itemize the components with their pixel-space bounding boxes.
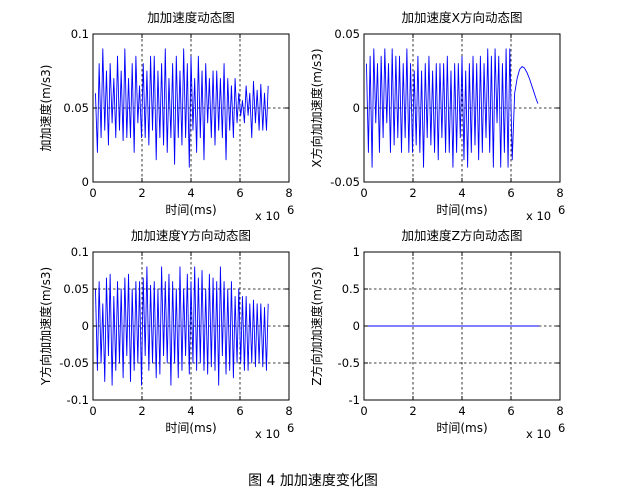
y-tick-label: -0.1: [67, 393, 89, 407]
x-tick-label: 6: [507, 186, 514, 200]
x-tick-label: 6: [507, 404, 514, 418]
y-tick-label: 0: [82, 175, 89, 189]
x-exponent-power: 6: [287, 203, 294, 217]
x-exponent-label: x 10: [255, 209, 280, 223]
x-tick-label: 8: [285, 404, 292, 418]
y-tick-label: 0: [353, 101, 360, 115]
x-tick-label: 8: [556, 404, 563, 418]
x-tick-label: 2: [409, 186, 416, 200]
y-tick-label: 0.1: [71, 245, 89, 259]
x-tick-label: 0: [360, 404, 367, 418]
x-exponent-power: 6: [558, 203, 565, 217]
chart-title: 加加速度Z方向动态图: [401, 228, 522, 243]
x-exponent-label: x 10: [526, 427, 551, 441]
data-line: [366, 48, 539, 168]
subplot-2: 0 2 4 6 8-0.0500.05加加速度X方向动态图时间(ms)X方向加加速度(m…: [309, 10, 565, 223]
x-tick-label: 2: [138, 186, 145, 200]
x-tick-label: 8: [556, 186, 563, 200]
x-tick-label: 0: [360, 186, 367, 200]
y-tick-label: 0: [353, 319, 360, 333]
x-tick-label: 0: [89, 404, 96, 418]
y-axis-label: Y方向加加速度(m/s3): [38, 267, 53, 386]
y-tick-label: 0.05: [63, 101, 89, 115]
chart-title: 加加速度Y方向动态图: [131, 228, 251, 243]
y-axis-label: Z方向加加速度(m/s3): [309, 266, 324, 385]
y-tick-label: 0: [82, 319, 89, 333]
x-tick-label: 8: [285, 186, 292, 200]
figure-caption: 图 4 加加速度变化图: [248, 473, 378, 489]
x-tick-label: 4: [187, 404, 194, 418]
y-tick-label: -0.05: [59, 356, 89, 370]
x-tick-label: 2: [138, 404, 145, 418]
x-tick-label: 6: [236, 186, 243, 200]
x-exponent-label: x 10: [255, 427, 280, 441]
y-axis-label: X方向加加速度(m/s3): [309, 48, 324, 167]
y-axis-label: 加加速度(m/s3): [38, 65, 53, 152]
y-tick-label: -0.05: [330, 175, 360, 189]
y-tick-label: 1: [353, 245, 360, 259]
x-axis-label: 时间(ms): [165, 203, 216, 217]
x-axis-label: 时间(ms): [436, 203, 487, 217]
chart-title: 加加速度X方向动态图: [401, 10, 522, 25]
x-exponent-label: x 10: [526, 209, 551, 223]
x-axis-label: 时间(ms): [436, 421, 487, 435]
y-tick-label: 0.1: [71, 27, 89, 41]
x-tick-label: 0: [89, 186, 96, 200]
x-exponent-power: 6: [558, 421, 565, 435]
x-exponent-power: 6: [287, 421, 294, 435]
x-tick-label: 6: [236, 404, 243, 418]
chart-title: 加加速度动态图: [147, 10, 235, 25]
data-line: [95, 48, 269, 168]
x-tick-label: 4: [187, 186, 194, 200]
data-line: [95, 266, 269, 386]
y-tick-label: 0.05: [63, 282, 89, 296]
x-tick-label: 4: [458, 404, 465, 418]
x-tick-label: 2: [409, 404, 416, 418]
x-axis-label: 时间(ms): [165, 421, 216, 435]
y-tick-label: -0.5: [338, 356, 360, 370]
y-tick-label: 0.5: [342, 282, 360, 296]
y-tick-label: -1: [349, 393, 360, 407]
y-tick-label: 0.05: [334, 27, 360, 41]
x-tick-label: 4: [458, 186, 465, 200]
